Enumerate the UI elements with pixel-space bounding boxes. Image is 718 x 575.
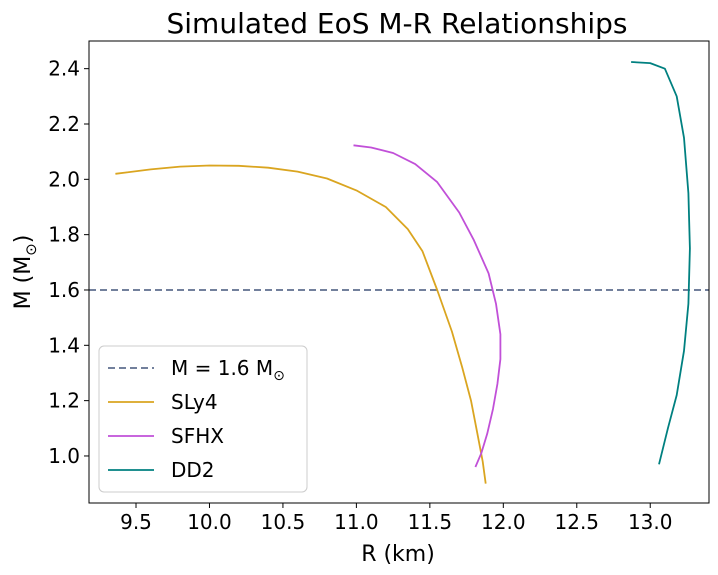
- legend-label: DD2: [171, 458, 215, 482]
- legend-entry-sly4: SLy4: [108, 390, 218, 414]
- y-tick-label: 2.0: [48, 167, 80, 191]
- plot-series: [89, 61, 709, 484]
- y-tick-label: 2.4: [48, 57, 80, 81]
- legend-entry-sfhx: SFHX: [108, 424, 224, 448]
- y-tick-label: 2.2: [48, 112, 80, 136]
- legend-entries: M = 1.6 M⊙ SLy4 SFHX DD2: [108, 356, 285, 482]
- x-tick-label: 11.0: [334, 510, 379, 534]
- legend-entry-reference: M = 1.6 M⊙: [108, 356, 285, 384]
- x-tick-label: 11.5: [408, 510, 453, 534]
- x-axis-ticks: 9.5 10.0 10.5 11.0 11.5 12.0 12.5 13.0: [120, 503, 672, 534]
- x-tick-label: 12.0: [481, 510, 526, 534]
- legend-label: M = 1.6 M⊙: [171, 356, 285, 384]
- legend-label: SFHX: [171, 424, 224, 448]
- x-tick-label: 13.0: [628, 510, 673, 534]
- y-tick-label: 1.6: [48, 278, 80, 302]
- series-line-sfhx: [353, 144, 502, 468]
- y-tick-label: 1.4: [48, 333, 80, 357]
- legend-box: [98, 345, 308, 493]
- legend: M = 1.6 M⊙ SLy4 SFHX DD2: [98, 345, 308, 493]
- y-axis-label-sub: ⊙: [22, 243, 40, 256]
- series-line-sly4: [115, 164, 487, 484]
- chart-title: Simulated EoS M-R Relationships: [167, 7, 628, 40]
- y-tick-label: 1.2: [48, 389, 80, 413]
- series-line-dd2: [631, 61, 691, 465]
- legend-entry-dd2: DD2: [108, 458, 215, 482]
- x-tick-label: 10.5: [261, 510, 306, 534]
- y-axis-label-main: M (M: [11, 256, 36, 310]
- x-tick-label: 9.5: [120, 510, 152, 534]
- y-axis-ticks: 1.0 1.2 1.4 1.6 1.8 2.0 2.2 2.4: [48, 57, 89, 468]
- y-axis-label-close: ): [11, 235, 36, 244]
- x-tick-label: 10.0: [187, 510, 232, 534]
- x-axis-label: R (km): [361, 542, 435, 567]
- y-axis-label: M (M⊙): [11, 235, 40, 310]
- legend-label: SLy4: [171, 390, 218, 414]
- x-tick-label: 12.5: [555, 510, 600, 534]
- plot-frame: [88, 40, 710, 504]
- y-tick-label: 1.8: [48, 223, 80, 247]
- y-tick-label: 1.0: [48, 444, 80, 468]
